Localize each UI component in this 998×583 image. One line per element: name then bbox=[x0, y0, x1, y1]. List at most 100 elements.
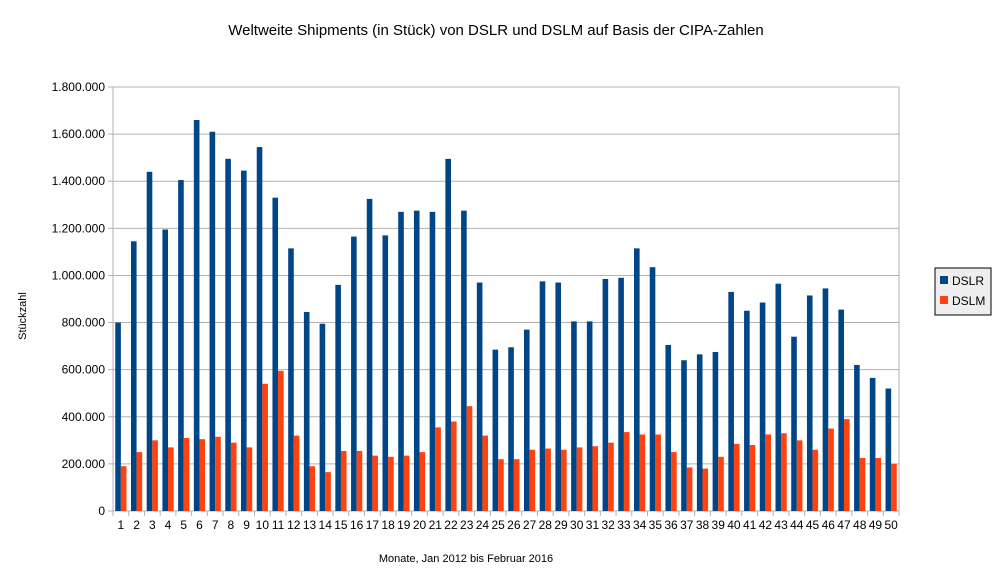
bar-dslr-47 bbox=[838, 309, 844, 511]
bar-dslm-13 bbox=[309, 466, 316, 511]
x-tick-label: 27 bbox=[523, 518, 537, 532]
bar-dslr-36 bbox=[665, 344, 672, 511]
x-tick-label: 23 bbox=[460, 518, 474, 532]
x-tick-label: 50 bbox=[884, 518, 898, 532]
x-tick-label: 21 bbox=[429, 518, 443, 532]
bar-dslm-15 bbox=[340, 450, 347, 511]
bar-dslm-44 bbox=[796, 440, 803, 511]
x-tick-label: 20 bbox=[413, 518, 427, 532]
x-tick-label: 16 bbox=[350, 518, 364, 532]
x-tick-label: 6 bbox=[196, 518, 203, 532]
bar-dslr-19 bbox=[398, 211, 404, 511]
x-tick-label: 9 bbox=[243, 518, 250, 532]
bar-dslr-41 bbox=[744, 310, 750, 511]
bar-dslr-28 bbox=[539, 281, 546, 511]
bar-dslm-5 bbox=[183, 437, 190, 511]
bar-dslm-19 bbox=[403, 455, 410, 511]
bar-dslm-4 bbox=[168, 447, 174, 511]
bar-dslm-18 bbox=[388, 456, 394, 511]
x-tick-label: 8 bbox=[228, 518, 235, 532]
x-tick-label: 44 bbox=[790, 518, 804, 532]
bar-dslm-14 bbox=[325, 472, 331, 511]
bar-dslr-45 bbox=[806, 295, 813, 511]
x-tick-label: 42 bbox=[759, 518, 773, 532]
bar-dslm-32 bbox=[608, 442, 614, 511]
bar-dslr-21 bbox=[429, 211, 436, 511]
bar-dslm-40 bbox=[733, 443, 740, 511]
x-tick-label: 19 bbox=[397, 518, 411, 532]
bar-dslr-30 bbox=[571, 321, 577, 511]
bar-dslm-33 bbox=[623, 432, 630, 511]
legend-label-dslr: DSLR bbox=[952, 274, 984, 288]
x-tick-label: 39 bbox=[712, 518, 726, 532]
bar-dslr-38 bbox=[696, 354, 703, 511]
bar-dslm-49 bbox=[875, 458, 882, 511]
bar-dslr-16 bbox=[351, 236, 357, 512]
bar-dslr-8 bbox=[225, 158, 231, 511]
bar-dslr-23 bbox=[461, 210, 467, 511]
bar-dslm-3 bbox=[152, 440, 158, 511]
bar-dslm-27 bbox=[529, 449, 536, 511]
bar-dslm-34 bbox=[639, 434, 646, 511]
x-tick-label: 25 bbox=[491, 518, 505, 532]
bar-dslm-30 bbox=[576, 447, 583, 511]
y-tick-label: 0 bbox=[98, 504, 105, 518]
bar-dslm-23 bbox=[466, 406, 473, 511]
bar-dslm-11 bbox=[278, 370, 284, 511]
bar-dslm-38 bbox=[702, 468, 709, 511]
bar-dslr-32 bbox=[602, 278, 609, 511]
bar-dslr-27 bbox=[523, 329, 530, 511]
bar-dslr-25 bbox=[492, 349, 499, 511]
bar-dslr-17 bbox=[366, 198, 373, 511]
bar-dslr-3 bbox=[146, 171, 153, 512]
bar-dslr-13 bbox=[303, 311, 310, 511]
x-tick-label: 30 bbox=[570, 518, 584, 532]
x-tick-label: 33 bbox=[617, 518, 631, 532]
bar-dslr-26 bbox=[508, 347, 514, 511]
bar-dslm-7 bbox=[215, 436, 221, 511]
bar-dslm-20 bbox=[419, 452, 426, 511]
bar-dslm-43 bbox=[781, 433, 787, 511]
x-tick-label: 3 bbox=[149, 518, 156, 532]
bar-dslm-46 bbox=[828, 428, 834, 511]
bar-dslr-42 bbox=[759, 302, 766, 511]
x-tick-label: 15 bbox=[334, 518, 348, 532]
bar-dslm-22 bbox=[450, 421, 457, 511]
bar-dslm-31 bbox=[592, 446, 599, 511]
bar-dslr-48 bbox=[854, 364, 860, 511]
bar-dslm-12 bbox=[293, 435, 300, 511]
x-tick-label: 1 bbox=[118, 518, 125, 532]
bar-dslr-49 bbox=[869, 377, 876, 511]
x-tick-label: 2 bbox=[133, 518, 140, 532]
bar-dslm-29 bbox=[561, 449, 567, 511]
y-tick-label: 1.200.000 bbox=[52, 221, 106, 235]
x-tick-label: 24 bbox=[476, 518, 490, 532]
x-axis-label: Monate, Jan 2012 bis Februar 2016 bbox=[379, 553, 553, 565]
x-tick-label: 37 bbox=[680, 518, 694, 532]
x-tick-label: 40 bbox=[727, 518, 741, 532]
bar-dslr-15 bbox=[335, 284, 341, 511]
x-tick-label: 35 bbox=[649, 518, 663, 532]
bar-dslm-26 bbox=[513, 459, 520, 511]
y-tick-label: 1.600.000 bbox=[52, 127, 106, 141]
bar-dslr-29 bbox=[555, 282, 562, 511]
x-tick-label: 18 bbox=[381, 518, 395, 532]
chart-title: Weltweite Shipments (in Stück) von DSLR … bbox=[228, 22, 764, 39]
x-tick-label: 38 bbox=[696, 518, 710, 532]
x-tick-label: 41 bbox=[743, 518, 757, 532]
x-tick-label: 11 bbox=[272, 518, 285, 532]
bar-dslr-39 bbox=[712, 352, 719, 511]
bar-dslm-39 bbox=[718, 456, 724, 511]
bar-dslr-12 bbox=[288, 248, 294, 511]
legend-label-dslm: DSLM bbox=[952, 294, 985, 308]
bar-dslr-18 bbox=[382, 235, 389, 511]
bar-dslr-9 bbox=[241, 170, 247, 511]
plot-area: 0 200.000 400.000 600.000 800.000 1.000.000 1.… bbox=[52, 80, 900, 532]
bar-dslm-45 bbox=[812, 449, 819, 511]
bar-dslm-48 bbox=[859, 458, 866, 511]
bar-dslr-2 bbox=[130, 241, 137, 512]
y-tick-label: 1.000.000 bbox=[52, 268, 106, 282]
bar-dslm-25 bbox=[498, 459, 504, 511]
x-tick-label: 13 bbox=[303, 518, 317, 532]
